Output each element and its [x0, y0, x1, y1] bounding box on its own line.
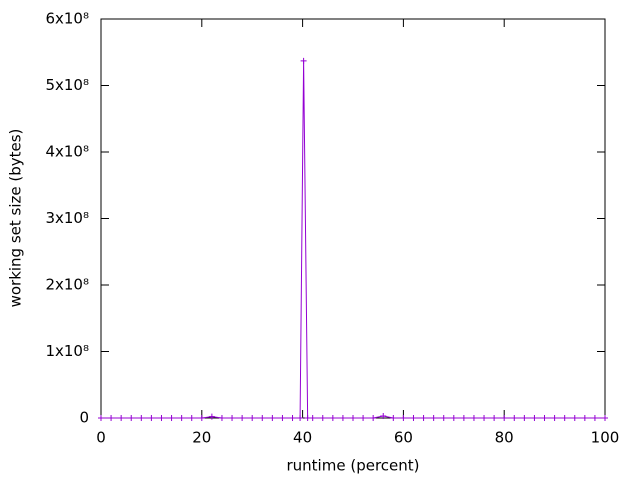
- point-marker: [319, 415, 326, 421]
- point-marker: [108, 415, 115, 421]
- y-tick-label: 0: [79, 409, 89, 427]
- point-marker: [309, 415, 316, 421]
- point-marker: [148, 415, 155, 421]
- x-tick-label: 80: [495, 429, 514, 447]
- point-marker: [491, 415, 498, 421]
- point-marker: [158, 415, 165, 421]
- point-marker: [370, 415, 377, 421]
- y-tick-label: 4x10⁸: [45, 143, 89, 161]
- point-marker: [581, 415, 588, 421]
- point-marker: [420, 415, 427, 421]
- point-marker: [531, 415, 538, 421]
- x-tick-label: 60: [394, 429, 413, 447]
- point-marker: [561, 415, 568, 421]
- point-marker: [460, 415, 467, 421]
- point-marker: [279, 415, 286, 421]
- point-marker: [360, 415, 367, 421]
- y-tick-label: 3x10⁸: [45, 209, 89, 227]
- point-marker: [571, 415, 578, 421]
- point-marker: [410, 415, 417, 421]
- point-marker: [304, 415, 311, 421]
- series-line: [101, 60, 605, 419]
- point-marker: [329, 415, 336, 421]
- point-marker: [300, 57, 307, 64]
- point-marker: [390, 415, 397, 421]
- point-marker: [400, 415, 407, 421]
- x-tick-label: 100: [591, 429, 620, 447]
- y-tick-label: 2x10⁸: [45, 276, 89, 294]
- x-tick-label: 20: [192, 429, 211, 447]
- x-tick-label: 40: [293, 429, 312, 447]
- point-marker: [541, 415, 548, 421]
- point-marker: [178, 415, 185, 421]
- point-marker: [259, 415, 266, 421]
- point-marker: [118, 415, 125, 421]
- y-axis-label: working set size (bytes): [7, 129, 25, 308]
- point-marker: [297, 415, 304, 421]
- point-marker: [208, 413, 215, 420]
- point-marker: [289, 415, 296, 421]
- point-marker: [501, 415, 508, 421]
- point-marker: [339, 415, 346, 421]
- point-marker: [481, 415, 488, 421]
- point-marker: [350, 415, 356, 421]
- point-marker: [470, 415, 477, 421]
- x-tick-label: 0: [96, 429, 106, 447]
- point-marker: [218, 415, 225, 421]
- point-marker: [591, 415, 598, 421]
- point-marker: [430, 415, 437, 421]
- point-marker: [521, 415, 528, 421]
- point-marker: [98, 415, 104, 421]
- point-marker: [229, 415, 236, 421]
- x-axis-label: runtime (percent): [287, 457, 420, 475]
- point-marker: [239, 415, 246, 421]
- point-marker: [380, 413, 387, 420]
- point-marker: [511, 415, 518, 421]
- point-marker: [249, 415, 256, 421]
- y-tick-label: 1x10⁸: [45, 342, 89, 360]
- point-marker: [138, 415, 145, 421]
- plot-frame: [100, 18, 606, 419]
- point-marker: [602, 415, 608, 421]
- point-marker: [128, 415, 135, 421]
- point-marker: [269, 415, 276, 421]
- point-marker: [188, 415, 195, 421]
- y-tick-label: 5x10⁸: [45, 76, 89, 94]
- point-marker: [198, 415, 205, 421]
- y-tick-label: 6x10⁸: [45, 10, 89, 28]
- point-marker: [450, 415, 457, 421]
- point-marker: [168, 415, 175, 421]
- point-marker: [440, 415, 447, 421]
- point-marker: [551, 415, 558, 421]
